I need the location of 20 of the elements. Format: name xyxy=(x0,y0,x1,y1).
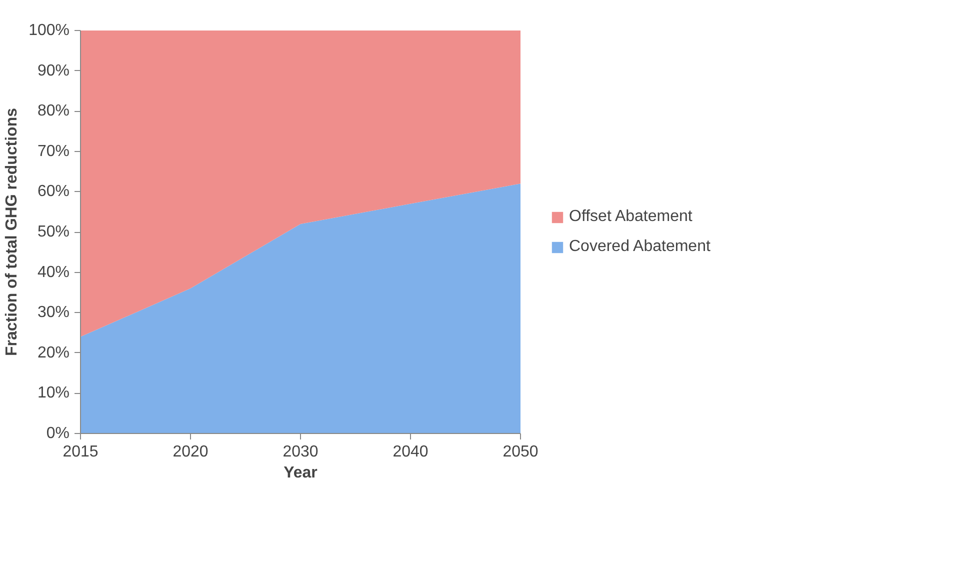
legend-label: Covered Abatement xyxy=(569,238,710,256)
y-tick-label: 10% xyxy=(37,384,70,402)
y-tick-label: 80% xyxy=(37,102,70,120)
y-tick-label: 40% xyxy=(37,264,70,281)
y-tick-label: 90% xyxy=(37,62,70,80)
x-tick-label: 2050 xyxy=(502,444,538,460)
x-axis-title: Year xyxy=(284,464,318,482)
y-tick-label: 70% xyxy=(37,142,70,160)
y-tick-label: 20% xyxy=(37,344,70,362)
x-tick-label: 2030 xyxy=(282,444,318,460)
x-tick-label: 2040 xyxy=(392,444,428,460)
y-tick-label: 100% xyxy=(28,22,70,39)
x-tick-label: 2015 xyxy=(62,444,98,460)
legend-label: Offset Abatement xyxy=(569,208,692,226)
y-tick-label: 30% xyxy=(37,304,70,322)
y-tick-label: 50% xyxy=(37,224,70,240)
x-tick-label: 2020 xyxy=(172,444,208,460)
y-axis-title: Fraction of total GHG reductions xyxy=(4,108,21,356)
y-tick-label: 0% xyxy=(46,425,70,442)
y-tick-label: 60% xyxy=(37,183,70,200)
